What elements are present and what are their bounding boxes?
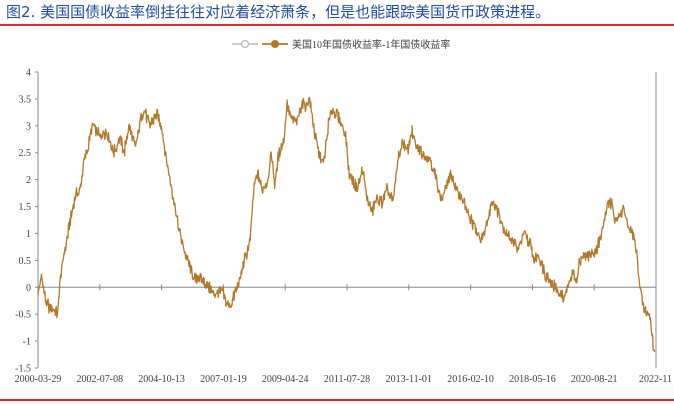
figure-title: 图2. 美国国债收益率倒挂往往对应着经济萧条，但是也能跟踪美国货币政策进程。 — [6, 3, 551, 21]
y-tick-label: 0.5 — [19, 256, 32, 267]
x-tick-label: 2000-03-29 — [15, 374, 62, 385]
x-tick-label: 2011-07-28 — [324, 374, 370, 385]
y-tick-label: -1.5 — [15, 364, 31, 375]
y-tick-label: 4 — [26, 68, 31, 79]
bottom-red-rule — [0, 399, 674, 401]
legend-series-label: 美国10年国债收益率-1年国债收益率 — [292, 38, 450, 51]
y-tick-label: -0.5 — [15, 310, 31, 321]
legend-entry-spread: 美国10年国债收益率-1年国债收益率 — [262, 38, 450, 51]
x-tick-label: 2013-11-01 — [386, 374, 432, 385]
x-tick-label: 2009-04-24 — [262, 374, 309, 385]
legend-hollow-circle-icon — [240, 39, 250, 49]
y-tick-label: 2.5 — [19, 148, 32, 159]
y-axis-ticks: -1.5 -1 -0.5 0 0.5 1 1.5 2 2.5 3 3.5 4 — [15, 68, 38, 375]
y-tick-label: 3.5 — [19, 94, 32, 105]
x-tick-label: 2007-01-19 — [200, 374, 247, 385]
series-line-10y-1y-spread — [37, 96, 656, 353]
x-tick-label: 2016-02-10 — [447, 374, 494, 385]
x-tick-label: 2022-11 — [639, 374, 672, 385]
y-tick-label: 0 — [26, 283, 31, 294]
legend: 美国10年国债收益率-1年国债收益率 — [232, 38, 450, 51]
x-tick-label: 2020-08-21 — [571, 374, 618, 385]
y-tick-label: -1 — [23, 337, 31, 348]
x-tick-label: 2018-05-16 — [509, 374, 556, 385]
y-tick-label: 2 — [26, 175, 31, 186]
y-tick-label: 1 — [26, 229, 31, 240]
top-red-rule — [0, 24, 674, 26]
y-tick-label: 3 — [26, 121, 31, 132]
y-tick-label: 1.5 — [19, 202, 32, 213]
legend-series-circle-icon — [271, 40, 279, 48]
x-axis-ticks: 2000-03-29 2002-07-08 2004-10-13 2007-01-19… — [15, 284, 672, 385]
x-tick-label: 2004-10-13 — [138, 374, 185, 385]
x-tick-label: 2002-07-08 — [76, 374, 123, 385]
legend-entry-hollow — [232, 39, 258, 49]
